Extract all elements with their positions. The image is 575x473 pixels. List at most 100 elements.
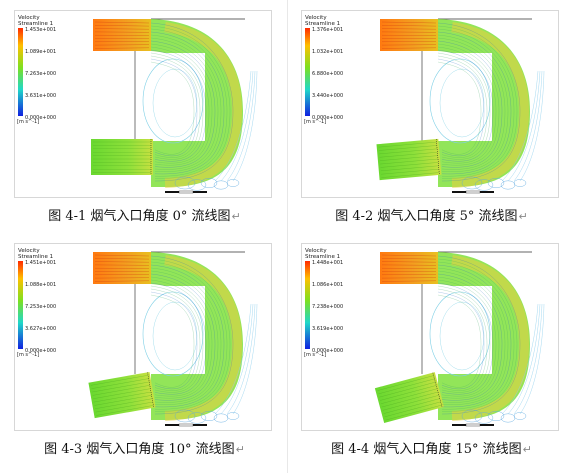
inlet-duct — [374, 372, 445, 423]
recirculation — [474, 179, 494, 191]
caption-text: 图 4-2 烟气入口角度 5° 流线图 — [335, 209, 518, 224]
recirculation — [487, 177, 505, 189]
scale-bar — [178, 190, 194, 194]
streamline — [220, 70, 254, 182]
streamline — [91, 378, 149, 389]
streamline — [437, 291, 485, 390]
colorbar — [18, 261, 23, 349]
high-velocity-band — [164, 22, 243, 188]
streamline — [385, 404, 442, 421]
recirculation — [226, 412, 240, 420]
scale-bar — [193, 191, 207, 193]
streamline — [150, 55, 201, 158]
colorbar — [305, 28, 310, 116]
streamline — [92, 385, 150, 396]
recirculation — [461, 176, 483, 190]
colorbar — [18, 28, 23, 116]
recirculation — [513, 179, 527, 187]
streamline — [226, 70, 256, 182]
streamline — [437, 285, 491, 393]
streamline — [150, 279, 210, 397]
legend-title: Velocity — [18, 248, 40, 254]
streamline — [378, 141, 437, 148]
streamline — [94, 258, 150, 260]
streamline — [380, 158, 439, 165]
streamline — [437, 279, 497, 397]
figure-cell: Velocity Streamline 1 1.376e+001 1.032e+001… — [289, 0, 574, 236]
streamline — [90, 375, 149, 386]
colorbar-tick-label: 3.440e+000 — [312, 93, 343, 99]
streamline — [95, 401, 153, 413]
recirculation — [439, 301, 485, 371]
colorbar-tick-label: 0.000e+000 — [312, 348, 343, 354]
streamline — [513, 303, 543, 415]
figure-caption: 图 4-2 烟气入口角度 5° 流线图↵ — [289, 205, 574, 224]
caption-text: 图 4-3 烟气入口角度 10° 流线图 — [44, 442, 235, 457]
recirculation — [226, 179, 240, 187]
streamline — [381, 280, 437, 282]
streamline — [378, 378, 435, 395]
caption-text: 图 4-1 烟气入口角度 0° 流线图 — [48, 209, 231, 224]
inner-cavity — [135, 286, 205, 374]
colorbar-tick-label: 1.089e+001 — [25, 49, 56, 55]
scale-bar — [193, 424, 207, 426]
cfd-streamline-plot: Velocity Streamline 1 1.451e+001 1.088e+001… — [14, 243, 272, 431]
colorbar-tick-label: 0.000e+000 — [25, 115, 56, 121]
inlet-group — [91, 139, 153, 175]
streamline — [150, 52, 204, 160]
scale-bar — [465, 423, 481, 427]
duct-edge — [436, 139, 440, 175]
legend-unit: [m s^-1] — [17, 352, 39, 358]
streamline — [379, 145, 437, 151]
duct-edge — [432, 372, 443, 408]
recirculation — [187, 179, 207, 191]
recirculation — [513, 412, 527, 420]
colorbar-tick-label: 0.000e+000 — [312, 115, 343, 121]
scale-bar — [480, 191, 494, 193]
figure-caption: 图 4-1 烟气入口角度 0° 流线图↵ — [2, 205, 287, 224]
streamline — [381, 254, 437, 257]
streamline — [214, 70, 252, 182]
streamline — [381, 28, 437, 30]
figure-cell: Velocity Streamline 1 1.453e+001 1.089e+001… — [2, 0, 287, 236]
colorbar-tick-label: 1.453e+001 — [25, 27, 56, 33]
inlet-duct — [91, 139, 153, 175]
recirculation — [487, 410, 505, 422]
streamline — [93, 388, 151, 399]
figure-caption: 图 4-3 烟气入口角度 10° 流线图↵ — [2, 438, 287, 457]
colorbar-tick-label: 1.032e+001 — [312, 49, 343, 55]
colorbar-tick-label: 7.263e+000 — [25, 71, 56, 77]
recirculation — [174, 176, 196, 190]
scale-bar — [165, 191, 179, 193]
streamline — [150, 58, 198, 157]
streamline — [383, 398, 440, 414]
paragraph-mark-icon: ↵ — [518, 210, 528, 223]
colorbar-tick-label: 3.631e+000 — [25, 93, 56, 99]
streamline — [96, 405, 154, 416]
streamline — [220, 303, 254, 415]
streamline — [94, 280, 150, 282]
colorbar-tick-label: 6.880e+000 — [312, 71, 343, 77]
streamline — [94, 261, 150, 263]
streamline — [150, 288, 201, 391]
streamline — [150, 294, 195, 388]
streamline — [381, 172, 440, 178]
legend-title: Velocity — [18, 15, 40, 21]
colorbar-tick-label: 7.253e+000 — [25, 304, 56, 310]
scale-bar — [465, 190, 481, 194]
streamline — [381, 258, 437, 260]
streamline — [437, 294, 482, 388]
recirculation — [152, 68, 198, 138]
streamline — [150, 291, 198, 390]
streamline — [379, 155, 438, 161]
legend-unit: [m s^-1] — [304, 119, 326, 125]
streamline — [232, 303, 258, 415]
streamline — [214, 303, 252, 415]
streamline — [381, 21, 437, 24]
streamline — [519, 70, 545, 182]
streamline — [94, 21, 150, 24]
